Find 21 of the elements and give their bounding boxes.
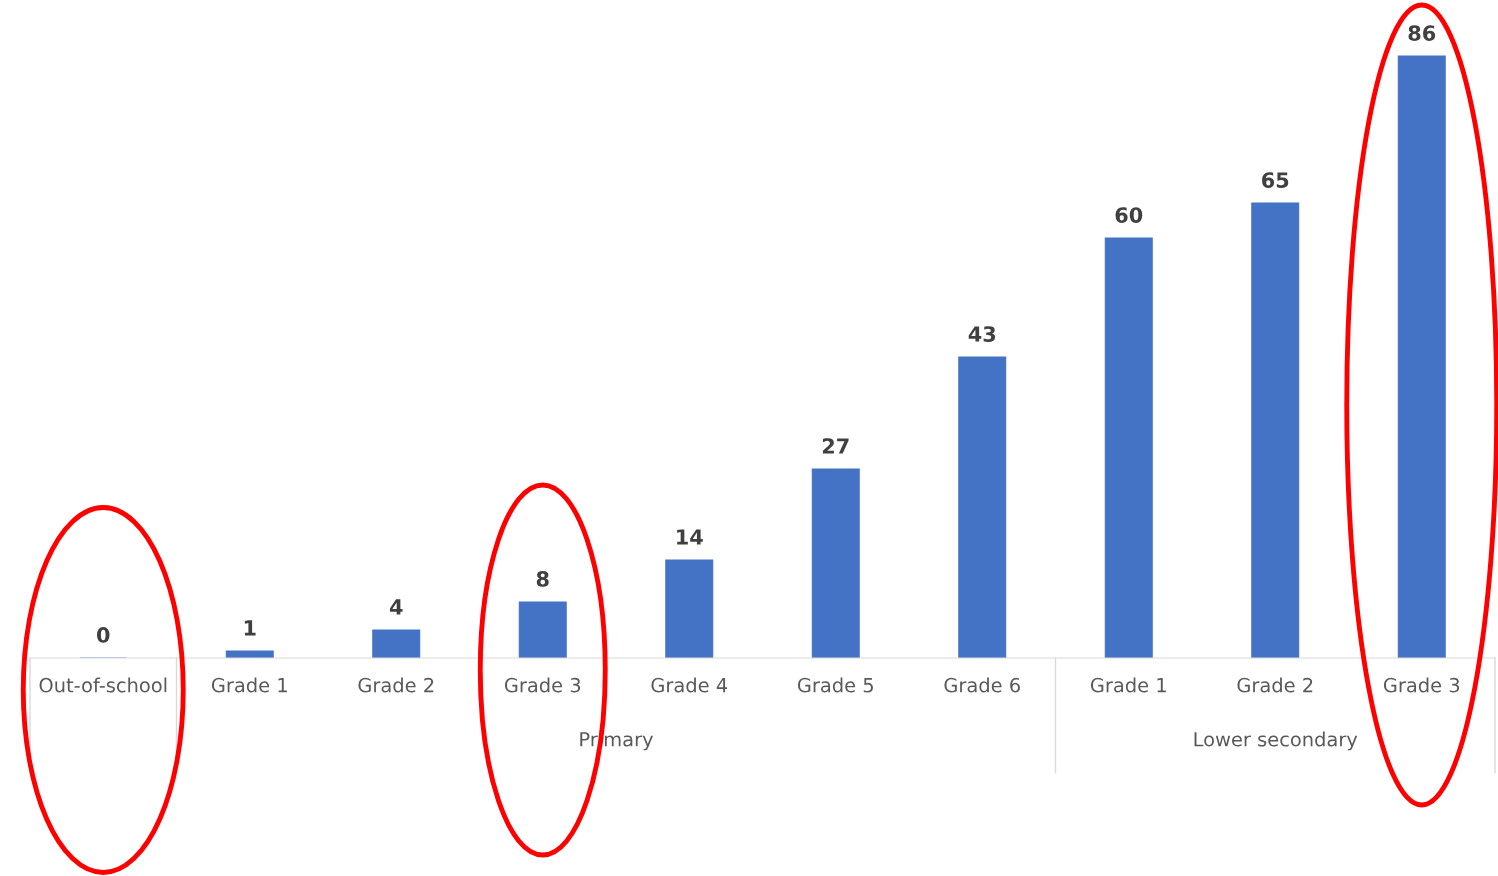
x-tick-label: Grade 3 [1383, 677, 1460, 693]
data-label: 60 [1115, 207, 1143, 223]
data-label: 27 [822, 438, 849, 454]
x-tick-label: Grade 1 [211, 677, 287, 693]
x-tick-label: Grade 4 [651, 677, 728, 693]
data-label: 43 [968, 326, 996, 342]
x-tick-label: Out-of-school [39, 677, 167, 693]
x-tick-label: Grade 2 [358, 677, 434, 693]
x-tick-label: Grade 1 [1090, 677, 1166, 693]
data-label: 14 [677, 529, 703, 545]
data-label: 0 [97, 627, 110, 643]
x-tick-label: Grade 6 [944, 677, 1020, 693]
data-label: 1 [244, 620, 256, 636]
x-tick-label: Grade 3 [504, 677, 581, 693]
data-label: 86 [1408, 25, 1436, 41]
data-label: 65 [1262, 172, 1289, 188]
x-tick-label: Grade 2 [1237, 677, 1313, 693]
data-label: 8 [536, 571, 549, 587]
x-tick-label: Grade 5 [797, 677, 873, 693]
data-label: 4 [389, 599, 403, 615]
text: Lower secondary [1194, 731, 1358, 751]
